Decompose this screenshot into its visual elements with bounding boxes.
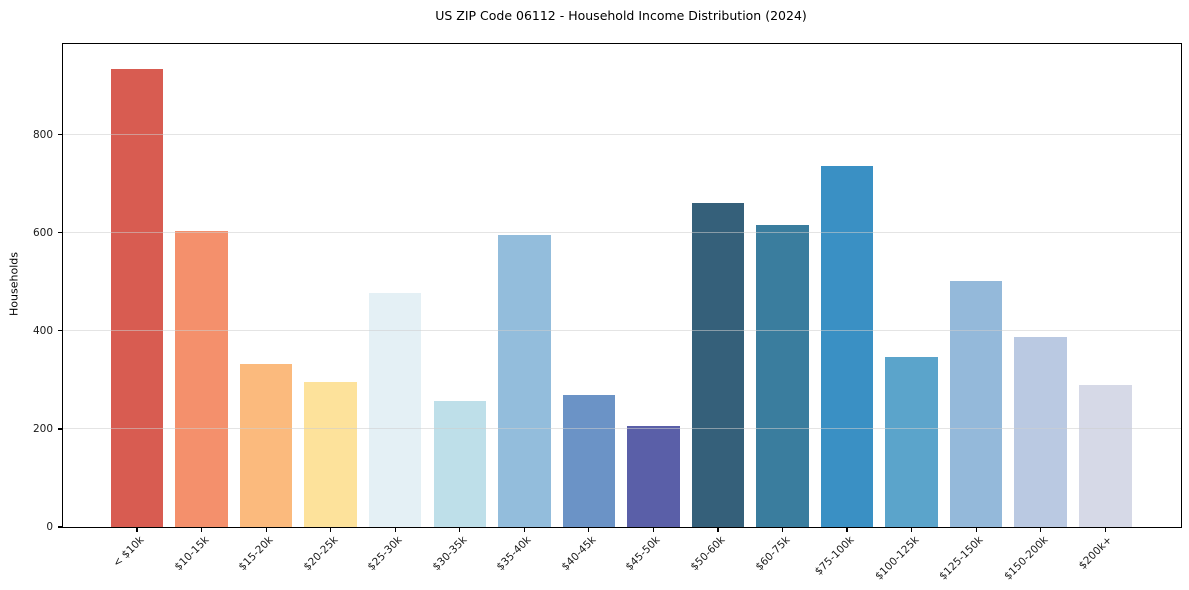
x-tick-mark [652,527,654,532]
bar-150-200k [1014,337,1067,527]
y-tick-mark [58,428,63,430]
bar-25-30k [368,292,422,527]
plot-area: < $10k $10-15k $15-20k $20-25k $25-30k $30-35… [33,43,1182,583]
x-tick-mark [717,527,719,532]
y-tick-label: 800 [32,128,53,141]
y-tick-label: 0 [46,521,53,533]
bar-100-125k [885,357,938,527]
x-tick-mark [975,527,977,532]
x-tick-mark [588,527,590,532]
x-tick-mark [136,527,138,532]
gridline [63,134,1181,136]
bar-200k [1079,384,1132,527]
x-tick-mark [911,527,913,532]
x-tick-mark [200,527,203,532]
y-tick-label: 200 [32,422,53,435]
x-tick-mark [394,527,396,532]
x-tick-label: < $10k [110,534,147,570]
bar-40-45k [562,394,616,527]
x-tick-mark [330,527,332,532]
bar-125-150k [949,281,1003,527]
bar-45-50k [627,425,680,527]
x-tick-mark [523,527,525,532]
y-tick-mark [58,232,63,234]
x-tick-mark [265,527,267,532]
chart-title: US ZIP Code 06112 - Household Income Dis… [435,8,807,23]
y-tick-label: 400 [32,324,53,337]
y-tick-mark [58,330,63,332]
bar-30-35k [433,400,486,527]
x-tick-mark [1040,527,1042,532]
x-tick-mark [781,527,784,532]
y-tick-mark [58,134,63,136]
bar-15-20k [239,363,293,527]
bar-10k [110,68,164,527]
x-tick-mark [459,527,461,532]
bar-75-100k [820,165,874,527]
x-tick-mark [1104,527,1106,532]
bar-35-40k [498,234,551,527]
gridline [63,330,1181,332]
bar-50-60k [691,203,745,527]
bar-10-15k [175,230,228,527]
y-axis-label: Households [7,252,21,316]
bar-20-25k [304,382,357,527]
gridline [63,232,1181,234]
x-tick-mark [846,527,848,532]
gridline [63,428,1181,430]
y-tick-mark [58,526,63,528]
y-tick-label: 600 [32,226,53,239]
bar-60-75k [756,225,809,527]
